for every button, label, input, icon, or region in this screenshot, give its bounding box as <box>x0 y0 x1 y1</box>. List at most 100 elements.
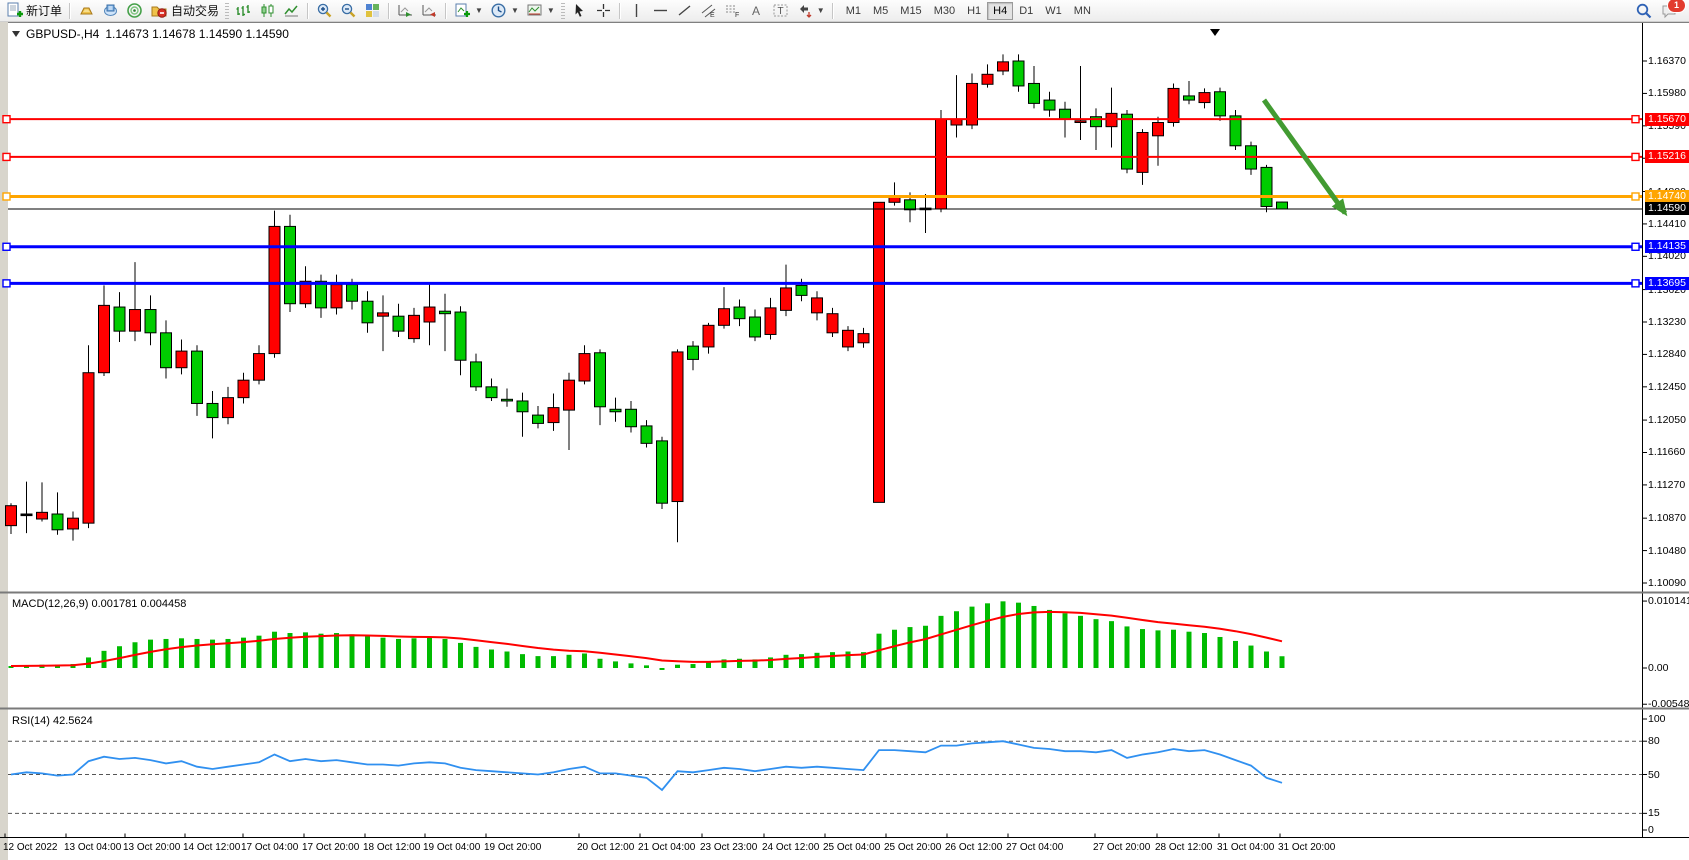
text-button[interactable]: A <box>745 1 768 21</box>
search-button[interactable] <box>1632 1 1656 21</box>
templates-button[interactable]: ▼ <box>523 1 558 21</box>
candle-body <box>1059 108 1071 120</box>
candle-body <box>609 408 622 413</box>
timeframe-H1[interactable]: H1 <box>961 2 987 20</box>
macd-bar <box>783 654 789 668</box>
cursor-button[interactable] <box>568 1 591 21</box>
chart-window[interactable] <box>8 22 1689 860</box>
candlestick-chart-button[interactable] <box>256 1 279 21</box>
candle-body <box>1136 131 1149 173</box>
macd-bar <box>349 634 355 668</box>
timeframe-D1[interactable]: D1 <box>1013 2 1039 20</box>
macd-bar <box>411 638 417 668</box>
candle-body <box>625 408 637 428</box>
macd-bar <box>613 661 618 668</box>
candle-body <box>1260 166 1273 207</box>
channel-button[interactable]: E <box>697 1 720 21</box>
horizontal-line-button[interactable] <box>649 1 672 21</box>
candle-body <box>718 308 730 326</box>
candle-body <box>578 353 591 382</box>
new-order-label: 新订单 <box>26 4 63 18</box>
market-watch-button[interactable] <box>75 1 98 21</box>
line-chart-button[interactable] <box>280 1 303 21</box>
arrows-button[interactable]: ▼ <box>793 1 828 21</box>
toolbar-separator <box>69 2 72 19</box>
candle-body <box>346 284 358 302</box>
signals-button[interactable] <box>123 1 146 21</box>
collapse-icon[interactable] <box>12 31 20 37</box>
macd-bar <box>365 636 370 668</box>
macd-bar <box>969 606 975 668</box>
candle-body <box>284 225 296 305</box>
macd-bar <box>1124 626 1130 668</box>
search-icon <box>1636 3 1652 18</box>
new-order-button[interactable]: 新订单 <box>3 1 65 21</box>
macd-bar <box>954 611 959 668</box>
candle-body <box>485 386 498 399</box>
line-handle <box>2 114 11 124</box>
candle-body <box>315 280 327 309</box>
line-handle <box>2 242 11 251</box>
macd-bar <box>194 638 200 668</box>
candle-body <box>594 352 606 408</box>
macd-bar <box>163 638 169 668</box>
main-toolbar: 新订单 自动交易 <box>0 0 1689 22</box>
macd-bar <box>582 653 587 668</box>
candle-body <box>811 297 823 314</box>
crosshair-button[interactable] <box>592 1 615 21</box>
tile-windows-button[interactable] <box>361 1 384 21</box>
zoom-out-button[interactable] <box>337 1 360 21</box>
signals-icon <box>127 3 142 18</box>
toolbar-separator <box>618 2 621 19</box>
macd-bar <box>287 633 293 668</box>
timeframe-M1[interactable]: M1 <box>840 2 867 20</box>
svg-text:A: A <box>752 4 760 18</box>
chart-scroll-marker[interactable] <box>1210 29 1220 36</box>
timeframe-M30[interactable]: M30 <box>928 2 961 20</box>
macd-bar <box>644 665 649 668</box>
auto-scroll-button[interactable] <box>394 1 417 21</box>
timeframe-group: M1 M5 M15 M30 H1 H4 D1 W1 MN <box>840 1 1097 20</box>
candle-body <box>454 311 467 361</box>
timeframe-M15[interactable]: M15 <box>894 2 927 20</box>
vertical-line-icon <box>635 4 637 17</box>
candle-body <box>160 332 172 369</box>
bar-chart-button[interactable] <box>232 1 255 21</box>
macd-bar <box>442 638 448 668</box>
macd-bar <box>675 664 680 668</box>
macd-bar <box>1140 629 1145 668</box>
timeframe-MN[interactable]: MN <box>1068 2 1097 20</box>
indicators-button[interactable]: ▼ <box>451 1 486 21</box>
fibonacci-button[interactable]: F <box>721 1 744 21</box>
autotrade-icon <box>151 6 167 18</box>
autotrade-button[interactable]: 自动交易 <box>147 1 222 21</box>
arrows-icon <box>799 5 812 18</box>
timeframe-W1[interactable]: W1 <box>1039 2 1068 20</box>
vertical-line-button[interactable] <box>625 1 648 21</box>
macd-bar <box>1000 601 1006 668</box>
timeframe-M5[interactable]: M5 <box>867 2 894 20</box>
candle-body <box>237 379 250 399</box>
candle-body <box>1028 82 1040 104</box>
trendline-button[interactable] <box>673 1 696 21</box>
candle-body <box>51 513 64 531</box>
line-handle <box>2 192 11 201</box>
zoom-in-button[interactable] <box>313 1 336 21</box>
text-label-button[interactable]: T <box>769 1 792 21</box>
macd-bar <box>1016 602 1021 668</box>
data-window-button[interactable] <box>99 1 122 21</box>
macd-bar <box>489 649 494 668</box>
chart-shift-button[interactable] <box>418 1 441 21</box>
horizontal-line-icon <box>653 9 667 12</box>
toolbar-separator <box>388 2 391 19</box>
chevron-down-icon: ▼ <box>510 6 519 15</box>
timeframe-H4[interactable]: H4 <box>987 1 1014 20</box>
macd-bar <box>706 662 711 668</box>
toolbar-separator <box>445 2 448 19</box>
candle-body <box>1012 60 1025 87</box>
notification-badge: 1 <box>1667 0 1686 13</box>
periods-button[interactable]: ▼ <box>487 1 522 21</box>
candle-body <box>1214 91 1226 117</box>
chat-button[interactable]: 1 <box>1657 0 1686 21</box>
